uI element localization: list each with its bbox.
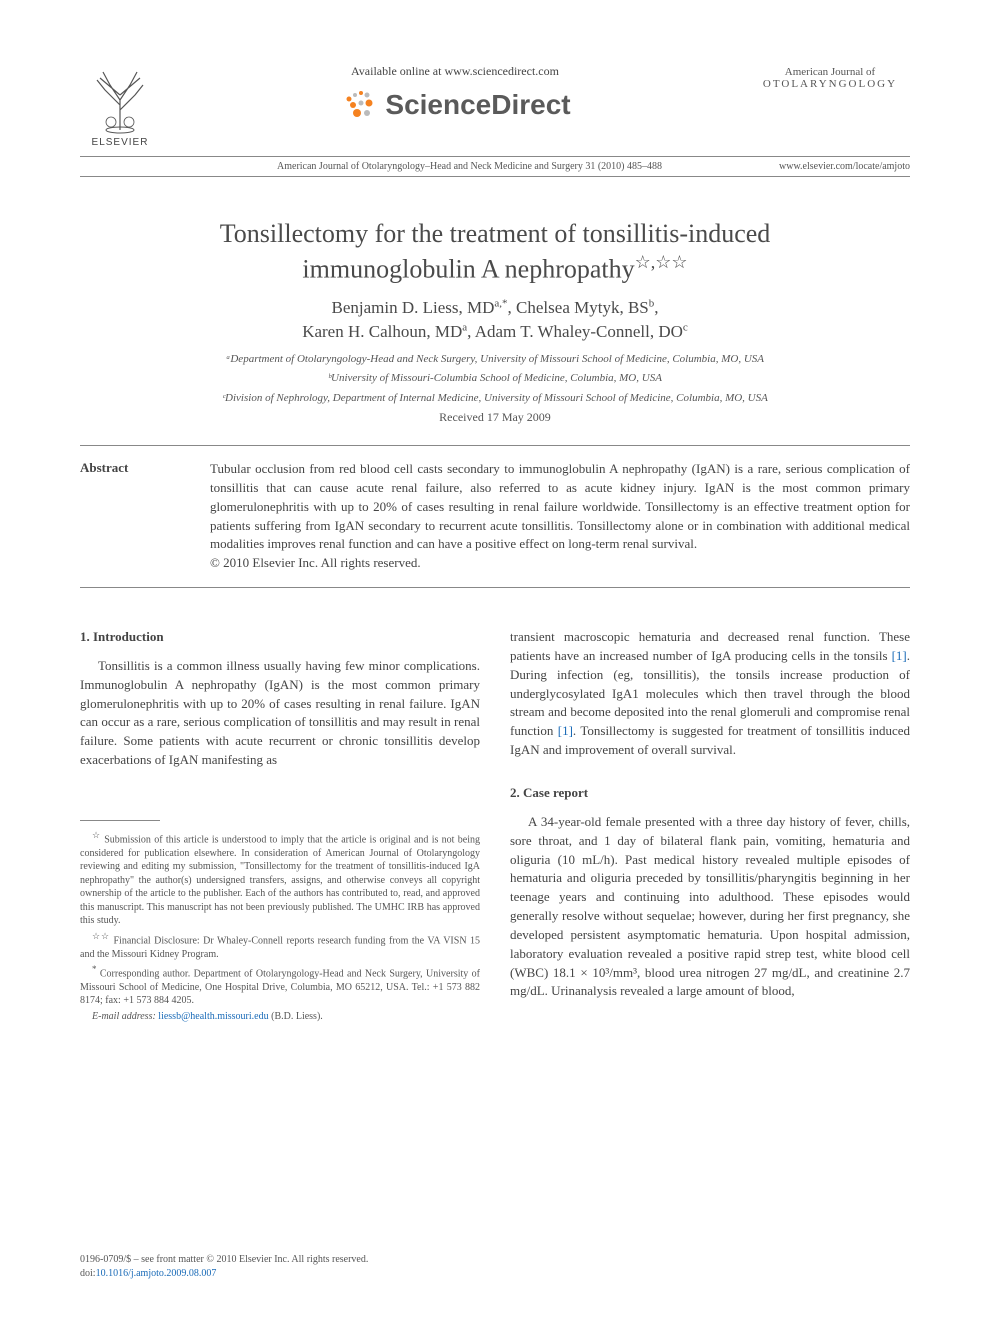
doi-link[interactable]: 10.1016/j.amjoto.2009.08.007 — [96, 1268, 217, 1279]
body-columns: 1. Introduction Tonsillitis is a common … — [80, 628, 910, 1025]
journal-name-block: American Journal of OTOLARYNGOLOGY — [750, 60, 910, 90]
elsevier-logo: ELSEVIER — [80, 60, 160, 148]
elsevier-label: ELSEVIER — [80, 137, 160, 148]
affiliation-c: ᶜDivision of Nephrology, Department of I… — [80, 391, 910, 406]
abstract-body: Tubular occlusion from red blood cell ca… — [210, 461, 910, 551]
footnotes-block: ☆ Submission of this article is understo… — [80, 829, 480, 1023]
reference-link-1b[interactable]: [1] — [558, 723, 573, 738]
front-matter-text: 0196-0709/$ – see front matter © 2010 El… — [80, 1253, 368, 1267]
author-1: Benjamin D. Liess, MD — [332, 298, 495, 317]
footnote-2-star: ☆☆ — [92, 931, 110, 941]
affiliation-b: ᵇUniversity of Missouri-Columbia School … — [80, 371, 910, 386]
sciencedirect-dots-icon — [339, 85, 379, 125]
abstract-copyright: © 2010 Elsevier Inc. All rights reserved… — [210, 555, 421, 570]
footnote-2-text: Financial Disclosure: Dr Whaley-Connell … — [80, 935, 480, 960]
authors-block: Benjamin D. Liess, MDa,*, Chelsea Mytyk,… — [80, 296, 910, 344]
title-footnote-stars: ☆,☆☆ — [635, 252, 688, 272]
author-4: , Adam T. Whaley-Connell, DO — [467, 322, 683, 341]
author-2: , Chelsea Mytyk, BS — [508, 298, 649, 317]
footnote-4: E-mail address: liessb@health.missouri.e… — [80, 1010, 480, 1024]
received-date: Received 17 May 2009 — [80, 410, 910, 425]
intro-paragraph-left: Tonsillitis is a common illness usually … — [80, 657, 480, 770]
left-column: 1. Introduction Tonsillitis is a common … — [80, 628, 480, 1025]
center-header: Available online at www.sciencedirect.co… — [160, 60, 750, 125]
author-4-sup: c — [683, 321, 688, 333]
available-online-text: Available online at www.sciencedirect.co… — [160, 64, 750, 79]
sciencedirect-logo: ScienceDirect — [160, 85, 750, 125]
footnote-3-text: Corresponding author. Department of Otol… — [80, 968, 480, 1006]
bottom-matter: 0196-0709/$ – see front matter © 2010 El… — [80, 1253, 368, 1280]
footnote-1: ☆ Submission of this article is understo… — [80, 829, 480, 928]
footnote-3: * Corresponding author. Department of Ot… — [80, 963, 480, 1008]
page-header: ELSEVIER Available online at www.science… — [80, 60, 910, 148]
sciencedirect-text: ScienceDirect — [385, 89, 570, 121]
title-line1: Tonsillectomy for the treatment of tonsi… — [220, 219, 771, 248]
footnote-2: ☆☆ Financial Disclosure: Dr Whaley-Conne… — [80, 930, 480, 961]
elsevier-tree-icon — [85, 60, 155, 135]
article-title: Tonsillectomy for the treatment of tonsi… — [80, 217, 910, 286]
corresponding-email-link[interactable]: liessb@health.missouri.edu — [158, 1011, 268, 1022]
footnote-4-label: E-mail address: — [92, 1011, 158, 1022]
citation-bar: American Journal of Otolaryngology–Head … — [80, 156, 910, 177]
abstract-label: Abstract — [80, 460, 180, 573]
author-3: Karen H. Calhoun, MD — [302, 322, 462, 341]
case-report-heading: 2. Case report — [510, 784, 910, 803]
abstract-text: Tubular occlusion from red blood cell ca… — [210, 460, 910, 573]
journal-name-line2: OTOLARYNGOLOGY — [750, 78, 910, 90]
affiliation-a: ᵃDepartment of Otolaryngology-Head and N… — [80, 352, 910, 367]
journal-url: www.elsevier.com/locate/amjoto — [779, 161, 910, 172]
reference-link-1a[interactable]: [1] — [892, 648, 907, 663]
journal-name-line1: American Journal of — [750, 66, 910, 78]
case-report-paragraph: A 34-year-old female presented with a th… — [510, 813, 910, 1001]
footnote-1-star: ☆ — [92, 830, 101, 840]
footnote-1-text: Submission of this article is understood… — [80, 834, 480, 926]
intro-paragraph-right: transient macroscopic hematuria and decr… — [510, 628, 910, 760]
title-line2: immunoglobulin A nephropathy — [302, 254, 634, 283]
right-column: transient macroscopic hematuria and decr… — [510, 628, 910, 1025]
citation-text: American Journal of Otolaryngology–Head … — [160, 161, 779, 172]
author-1-sup: a,* — [494, 298, 507, 310]
footnote-divider — [80, 820, 160, 821]
doi-line: doi:10.1016/j.amjoto.2009.08.007 — [80, 1267, 368, 1281]
abstract-block: Abstract Tubular occlusion from red bloo… — [80, 445, 910, 588]
intro-heading: 1. Introduction — [80, 628, 480, 647]
footnote-4-tail: (B.D. Liess). — [269, 1011, 323, 1022]
